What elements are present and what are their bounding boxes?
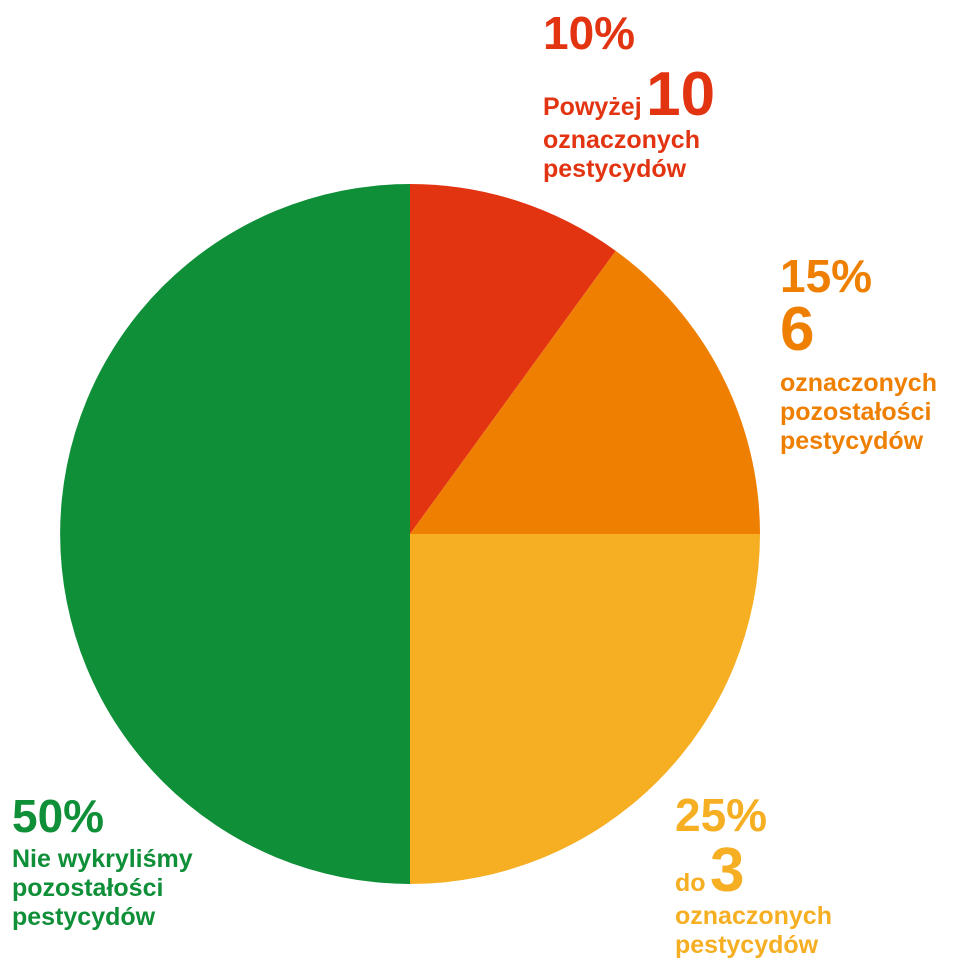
label-red-slice: 10% Powyżej 10 oznaczonych pestycydów bbox=[543, 10, 715, 184]
label-yellow-slice: 25% do 3 oznaczonych pestycydów bbox=[675, 792, 832, 960]
pie-slice-orange bbox=[410, 250, 760, 534]
label-green-line2: pozostałości bbox=[12, 873, 164, 902]
pie-slice-red bbox=[410, 184, 616, 534]
label-yellow-num: 3 bbox=[710, 836, 745, 905]
pie-slice-green bbox=[60, 184, 411, 884]
label-yellow-line3: pestycydów bbox=[675, 930, 819, 959]
label-orange-line3: pestycydów bbox=[780, 426, 924, 455]
label-red-line3: pestycydów bbox=[543, 154, 687, 183]
label-red-line2: oznaczonych bbox=[543, 126, 700, 154]
label-green-slice: 50% Nie wykryliśmy pozostałości pestycyd… bbox=[12, 793, 193, 931]
pie-slice-yellow bbox=[410, 534, 760, 884]
percent-red: 10% bbox=[543, 7, 636, 59]
label-green-line3: pestycydów bbox=[12, 902, 156, 931]
label-green-line1: Nie wykryliśmy bbox=[12, 845, 193, 873]
percent-yellow: 25% bbox=[675, 789, 768, 841]
percent-orange: 15% bbox=[780, 250, 873, 302]
percent-green: 50% bbox=[12, 790, 105, 842]
label-orange-line1: oznaczonych bbox=[780, 369, 937, 397]
label-red-pre: Powyżej bbox=[543, 93, 642, 121]
label-yellow-line2: oznaczonych bbox=[675, 902, 832, 930]
label-orange-slice: 15% 6 oznaczonych pozostałości pestycydó… bbox=[780, 253, 937, 455]
label-red-num: 10 bbox=[646, 60, 716, 129]
label-yellow-pre: do bbox=[675, 869, 706, 897]
label-orange-line2: pozostałości bbox=[780, 397, 932, 426]
label-orange-num: 6 bbox=[780, 295, 815, 364]
